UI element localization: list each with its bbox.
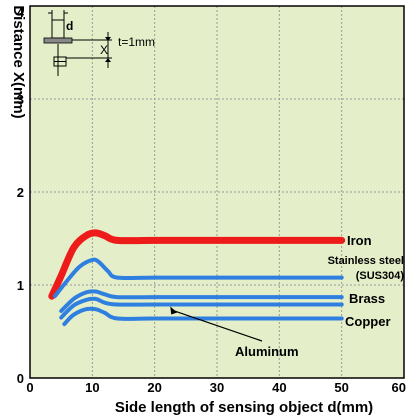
grid-lines xyxy=(30,6,404,378)
series-line-stainless-steel-sus304 xyxy=(52,257,344,299)
x-tick-label: 60 xyxy=(392,380,406,395)
x-tick-label: 0 xyxy=(26,380,33,395)
series-line-iron xyxy=(48,229,346,300)
series-label-stainless-line1: Stainless steel xyxy=(328,255,404,267)
series-label-aluminum: Aluminum xyxy=(235,344,299,359)
inset-x-arrow-head-bottom xyxy=(105,58,111,62)
inset-x-arrow-head-top xyxy=(105,37,111,41)
x-tick-label: 30 xyxy=(210,380,224,395)
series-labels: Iron Stainless steel (SUS304) Brass Copper Al… xyxy=(170,233,404,359)
inset-d-label: d xyxy=(66,19,73,33)
y-tick-label: 0 xyxy=(17,371,24,386)
series-line-copper xyxy=(62,306,344,327)
series-label-stainless-line2: (SUS304) xyxy=(356,270,405,282)
plot-frame xyxy=(29,5,405,379)
x-tick-label: 50 xyxy=(334,380,348,395)
x-tick-label: 40 xyxy=(272,380,286,395)
series-label-iron: Iron xyxy=(347,233,372,248)
tick-labels: 0 10 20 30 40 50 60 0 1 2 3 4 xyxy=(17,5,406,395)
y-tick-label: 4 xyxy=(17,5,25,20)
y-tick-label: 2 xyxy=(17,185,24,200)
x-tick-label: 10 xyxy=(85,380,99,395)
series-lines xyxy=(48,229,346,327)
aluminum-pointer-line xyxy=(173,309,263,342)
inset-t-label: t=1mm xyxy=(118,35,155,49)
x-axis-title: Side length of sensing object d(mm) xyxy=(115,399,373,416)
inset-plate xyxy=(43,37,73,44)
x-tick-label: 20 xyxy=(147,380,161,395)
series-line-aluminum xyxy=(59,296,344,320)
y-tick-label: 1 xyxy=(17,278,24,293)
series-line-brass xyxy=(59,289,344,313)
series-label-brass: Brass xyxy=(349,291,385,306)
y-tick-label: 3 xyxy=(17,92,24,107)
aluminum-pointer-arrowhead xyxy=(170,306,178,315)
inset-x-label: X xyxy=(100,43,108,57)
y-axis-title: Distance X(mm) xyxy=(10,5,27,118)
inset-diagram: d X t=1mm xyxy=(43,10,155,76)
series-label-copper: Copper xyxy=(345,314,391,329)
